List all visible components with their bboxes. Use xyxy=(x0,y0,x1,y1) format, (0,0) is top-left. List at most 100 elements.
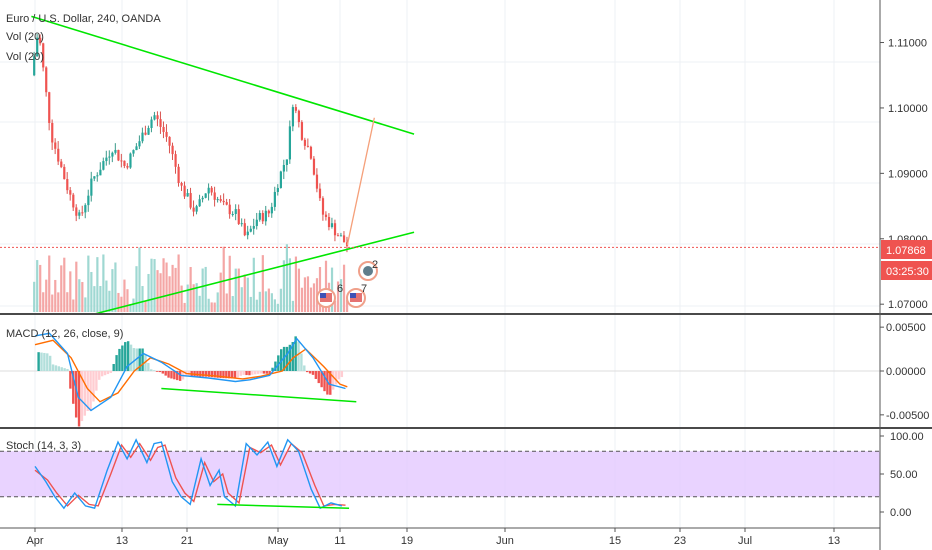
event-flag-other[interactable]: 2 xyxy=(358,259,378,281)
volume-bar xyxy=(291,300,295,312)
candle-body xyxy=(195,206,198,212)
event-flag-us-1[interactable]: 6 xyxy=(316,283,343,308)
candle-body xyxy=(213,192,216,200)
time-axis[interactable]: Apr 13 21 May 11 19 Jun 15 23 Jul 13 xyxy=(0,527,880,547)
macd-histogram-bar xyxy=(57,366,61,371)
event-count-2: 7 xyxy=(361,283,367,295)
volume-bar xyxy=(105,280,108,312)
candle-body xyxy=(186,193,189,197)
candle-body xyxy=(237,209,240,224)
candle-body xyxy=(225,202,228,205)
candle-body xyxy=(99,169,102,176)
macd-histogram-bar xyxy=(158,371,162,373)
volume-bar xyxy=(243,274,246,312)
macd-histogram-bar xyxy=(285,346,289,371)
volume-bar xyxy=(87,255,90,312)
us-flag-canton xyxy=(320,293,326,298)
candle-body xyxy=(198,199,201,207)
grid xyxy=(0,0,880,528)
volume-bar xyxy=(267,288,270,312)
volume-bar xyxy=(126,289,129,312)
macd-histogram-bar xyxy=(98,371,101,380)
event-flag-us-2[interactable]: 7 xyxy=(346,283,367,308)
time-tick-label: May xyxy=(268,535,289,547)
volume-bar xyxy=(48,255,51,312)
macd-histogram-bar xyxy=(112,364,115,371)
volume-bar xyxy=(279,288,282,312)
candle-body xyxy=(204,193,207,198)
candle-body xyxy=(330,223,334,228)
candle-body xyxy=(36,37,39,57)
candle-body xyxy=(117,149,120,161)
volume-bar xyxy=(270,293,273,312)
projection-line xyxy=(346,117,375,246)
volume-bar xyxy=(84,297,87,312)
candle-body xyxy=(324,214,328,217)
volume-bar xyxy=(156,270,159,312)
candle-body xyxy=(312,158,316,175)
candle-body xyxy=(156,115,159,120)
macd-histogram-bar xyxy=(100,371,104,377)
macd-histogram-bar xyxy=(242,371,245,375)
macd-histogram-bar xyxy=(43,352,46,371)
macd-histogram-bar xyxy=(196,371,199,377)
volume-bar xyxy=(141,286,144,312)
macd-histogram-bar xyxy=(51,364,55,371)
candle-body xyxy=(102,161,105,170)
candlesticks xyxy=(33,33,349,253)
drawing-overlays[interactable] xyxy=(0,15,880,315)
candle-body xyxy=(123,160,126,166)
stoch-divergence-line xyxy=(217,503,350,509)
candle-body xyxy=(54,142,57,149)
candle-body xyxy=(315,174,319,189)
candle-body xyxy=(276,187,279,192)
stoch-legend: Stoch (14, 3, 3) xyxy=(6,440,81,452)
candle-body xyxy=(45,67,48,93)
macd-histogram-bar xyxy=(170,371,173,379)
macd-histogram-bar xyxy=(152,370,156,372)
macd-histogram-bar xyxy=(74,371,78,418)
macd-histogram-bar xyxy=(37,352,40,371)
volume-bar xyxy=(300,287,304,312)
candle-body xyxy=(57,148,60,162)
macd-histogram-bar xyxy=(204,371,208,377)
volume-bar xyxy=(318,267,322,312)
stoch-tick-label: 100.00 xyxy=(890,431,924,443)
candle-body xyxy=(72,194,75,208)
candle-body xyxy=(297,110,301,123)
macd-histogram-bar xyxy=(311,371,315,375)
candle-body xyxy=(234,209,237,214)
macd-histogram-bar xyxy=(337,371,341,380)
candle-body xyxy=(246,231,249,236)
macd-histogram-bar xyxy=(207,371,211,377)
macd-histogram-bar xyxy=(248,371,251,376)
volume-bar xyxy=(78,279,81,312)
macd-histogram-bar xyxy=(297,341,300,371)
volume-bar xyxy=(282,260,285,312)
volume-bar xyxy=(312,283,316,312)
volume-bar xyxy=(183,302,186,312)
candle-body xyxy=(144,132,147,135)
macd-histogram-bar xyxy=(225,371,228,379)
candle-body xyxy=(135,146,138,151)
candle-body xyxy=(261,213,264,222)
volume-bar xyxy=(303,277,307,312)
macd-histogram-bar xyxy=(121,345,124,371)
stoch-pane xyxy=(0,438,880,510)
candle-body xyxy=(318,188,322,199)
macd-histogram-bar xyxy=(320,371,323,388)
macd-histogram-bar xyxy=(95,371,98,391)
macd-tick-label: 0.00500 xyxy=(886,322,926,334)
price-tick-label: 1.07000 xyxy=(888,299,928,311)
candle-body xyxy=(294,107,298,111)
macd-histogram-bar xyxy=(118,348,121,371)
time-tick-label: 13 xyxy=(828,535,840,547)
macd-histogram-bar xyxy=(210,371,214,378)
volume-bar xyxy=(336,281,340,312)
candle-body xyxy=(120,160,123,162)
candle-body xyxy=(303,139,307,146)
volume-bar xyxy=(132,298,135,312)
candle-body xyxy=(258,213,261,220)
candle-body xyxy=(273,191,276,207)
